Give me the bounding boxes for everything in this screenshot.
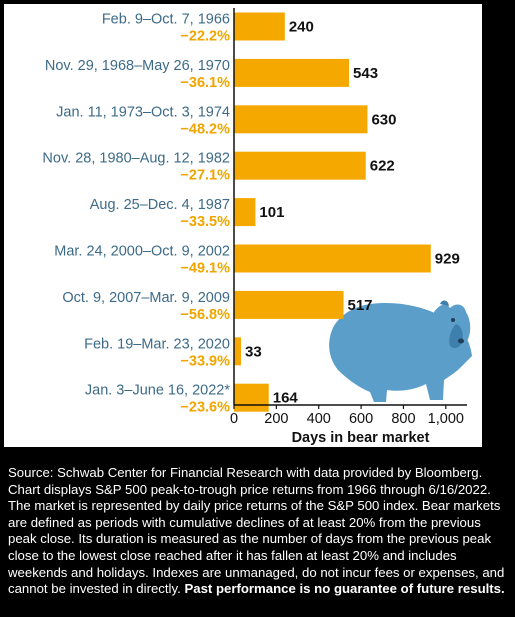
category-label: Oct. 9, 2007–Mar. 9, 2009 bbox=[62, 290, 230, 306]
return-label: −23.6% bbox=[180, 400, 230, 416]
category-label: Feb. 19–Mar. 23, 2020 bbox=[84, 336, 230, 352]
return-label: −49.1% bbox=[180, 261, 230, 277]
category-label: Feb. 9–Oct. 7, 1966 bbox=[102, 12, 230, 28]
bar-value-label: 630 bbox=[371, 111, 396, 128]
bar-value-label: 164 bbox=[273, 390, 299, 407]
bar bbox=[234, 383, 269, 412]
bar-value-label: 929 bbox=[435, 251, 460, 268]
return-label: −33.5% bbox=[180, 214, 230, 230]
bar-value-label: 240 bbox=[289, 19, 314, 36]
source-footnote: Source: Schwab Center for Financial Rese… bbox=[8, 465, 508, 598]
category-label: Jan. 11, 1973–Oct. 3, 1974 bbox=[56, 104, 230, 120]
footnote-text: Source: Schwab Center for Financial Rese… bbox=[8, 465, 505, 597]
return-label: −22.2% bbox=[180, 29, 230, 45]
x-tick-label: 1,000 bbox=[428, 411, 464, 427]
bar-value-label: 543 bbox=[353, 65, 378, 82]
bar-value-label: 622 bbox=[370, 158, 395, 175]
return-label: −56.8% bbox=[180, 307, 230, 323]
category-label: Jan. 3–June 16, 2022* bbox=[85, 383, 230, 399]
bar-value-label: 517 bbox=[348, 297, 373, 314]
bear-market-chart: 240 Feb. 9–Oct. 7, 1966−22.2% 543 Nov. 29, … bbox=[42, 8, 472, 446]
bar bbox=[234, 12, 285, 41]
bar bbox=[234, 244, 431, 273]
category-label: Nov. 29, 1968–May 26, 1970 bbox=[45, 58, 230, 74]
bar bbox=[234, 337, 241, 366]
bar bbox=[234, 151, 366, 180]
x-tick-label: 400 bbox=[307, 411, 331, 427]
category-label: Mar. 24, 2000–Oct. 9, 2002 bbox=[54, 244, 230, 260]
x-axis: 0 200 400 600 800 1,000 bbox=[230, 8, 467, 427]
bars-layer: 240 Feb. 9–Oct. 7, 1966−22.2% 543 Nov. 29, … bbox=[42, 12, 459, 416]
bear-illustration bbox=[329, 300, 472, 402]
return-label: −36.1% bbox=[180, 75, 230, 91]
x-axis-title: Days in bear market bbox=[292, 430, 430, 446]
chart-panel: 240 Feb. 9–Oct. 7, 1966 −22.2% 543 Nov. 29, … bbox=[4, 4, 482, 447]
bear-nose bbox=[458, 338, 464, 344]
return-label: −27.1% bbox=[180, 168, 230, 184]
x-tick-label: 0 bbox=[230, 411, 238, 427]
return-label: −48.2% bbox=[180, 121, 230, 137]
category-label: Nov. 28, 1980–Aug. 12, 1982 bbox=[42, 151, 230, 167]
footnote-disclaimer: Past performance is no guarantee of futu… bbox=[184, 581, 505, 597]
bar bbox=[234, 58, 350, 87]
bar bbox=[234, 105, 368, 134]
x-tick-label: 800 bbox=[391, 411, 415, 427]
bar bbox=[234, 290, 344, 319]
bear-ear bbox=[440, 300, 449, 306]
category-label: Aug. 25–Dec. 4, 1987 bbox=[90, 197, 230, 213]
bear-eye bbox=[451, 318, 455, 322]
return-label: −33.9% bbox=[180, 353, 230, 369]
bar-value-label: 33 bbox=[245, 343, 262, 360]
x-tick-label: 600 bbox=[349, 411, 373, 427]
x-tick-label: 200 bbox=[264, 411, 288, 427]
bar bbox=[234, 198, 256, 227]
bar-value-label: 101 bbox=[259, 204, 284, 221]
